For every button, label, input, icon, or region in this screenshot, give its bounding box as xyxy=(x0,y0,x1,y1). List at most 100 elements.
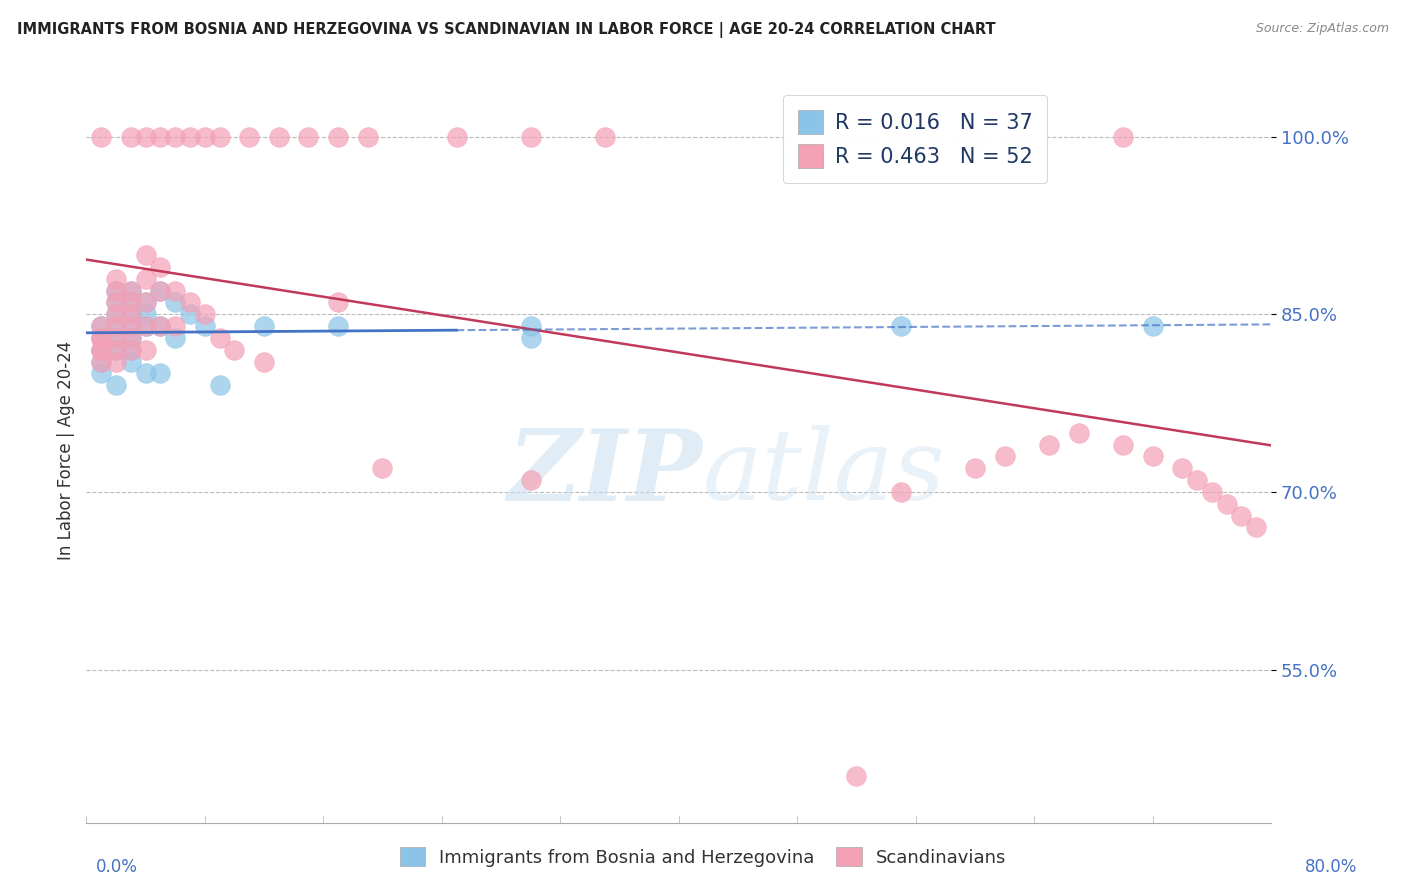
Point xyxy=(1246,520,1268,534)
Point xyxy=(135,295,157,310)
Point xyxy=(90,343,112,357)
Point xyxy=(120,331,142,345)
Text: IMMIGRANTS FROM BOSNIA AND HERZEGOVINA VS SCANDINAVIAN IN LABOR FORCE | AGE 20-2: IMMIGRANTS FROM BOSNIA AND HERZEGOVINA V… xyxy=(17,22,995,38)
Point xyxy=(1038,437,1060,451)
Point xyxy=(149,367,172,381)
Point xyxy=(149,129,172,144)
Point xyxy=(120,295,142,310)
Point xyxy=(963,461,986,475)
Point xyxy=(135,295,157,310)
Point xyxy=(238,129,260,144)
Point xyxy=(890,484,912,499)
Point xyxy=(135,248,157,262)
Point xyxy=(1215,497,1237,511)
Point xyxy=(194,307,217,321)
Point xyxy=(208,129,231,144)
Point xyxy=(120,343,142,357)
Point xyxy=(446,129,468,144)
Point xyxy=(165,129,187,144)
Point xyxy=(519,331,541,345)
Point xyxy=(120,331,142,345)
Point xyxy=(253,319,276,334)
Text: ZIP: ZIP xyxy=(508,425,703,521)
Point xyxy=(135,319,157,334)
Point xyxy=(135,319,157,334)
Point xyxy=(104,331,127,345)
Point xyxy=(90,354,112,368)
Point xyxy=(165,284,187,298)
Point xyxy=(104,272,127,286)
Point xyxy=(194,129,217,144)
Point xyxy=(120,354,142,368)
Point xyxy=(253,354,276,368)
Point xyxy=(135,272,157,286)
Point xyxy=(104,319,127,334)
Legend: R = 0.016   N = 37, R = 0.463   N = 52: R = 0.016 N = 37, R = 0.463 N = 52 xyxy=(783,95,1047,183)
Point xyxy=(1112,437,1135,451)
Point xyxy=(165,295,187,310)
Text: 0.0%: 0.0% xyxy=(96,858,138,876)
Point xyxy=(1142,319,1164,334)
Point xyxy=(326,295,349,310)
Point xyxy=(104,284,127,298)
Point xyxy=(297,129,319,144)
Point xyxy=(120,319,142,334)
Point xyxy=(104,307,127,321)
Point xyxy=(90,319,112,334)
Point xyxy=(90,331,112,345)
Point xyxy=(1112,129,1135,144)
Point xyxy=(519,129,541,144)
Point xyxy=(267,129,290,144)
Point xyxy=(104,295,127,310)
Point xyxy=(135,367,157,381)
Point xyxy=(1171,461,1194,475)
Point xyxy=(593,129,616,144)
Point xyxy=(149,284,172,298)
Point xyxy=(149,319,172,334)
Point xyxy=(149,284,172,298)
Point xyxy=(90,343,112,357)
Point xyxy=(120,307,142,321)
Point xyxy=(815,129,838,144)
Point xyxy=(90,343,112,357)
Point xyxy=(104,284,127,298)
Point xyxy=(135,343,157,357)
Point xyxy=(1201,484,1223,499)
Point xyxy=(208,331,231,345)
Point xyxy=(90,129,112,144)
Point xyxy=(104,295,127,310)
Point xyxy=(1185,473,1208,487)
Point xyxy=(120,319,142,334)
Point xyxy=(104,319,127,334)
Point xyxy=(1142,450,1164,464)
Point xyxy=(194,319,217,334)
Point xyxy=(104,307,127,321)
Point xyxy=(104,354,127,368)
Point xyxy=(371,461,394,475)
Point xyxy=(224,343,246,357)
Point xyxy=(208,378,231,392)
Legend: Immigrants from Bosnia and Herzegovina, Scandinavians: Immigrants from Bosnia and Herzegovina, … xyxy=(392,840,1014,874)
Point xyxy=(963,129,986,144)
Point xyxy=(120,129,142,144)
Point xyxy=(120,307,142,321)
Point xyxy=(120,284,142,298)
Y-axis label: In Labor Force | Age 20-24: In Labor Force | Age 20-24 xyxy=(58,341,75,560)
Point xyxy=(179,307,201,321)
Point xyxy=(149,319,172,334)
Point xyxy=(890,319,912,334)
Point xyxy=(519,473,541,487)
Text: 80.0%: 80.0% xyxy=(1305,858,1357,876)
Point xyxy=(120,284,142,298)
Point xyxy=(120,343,142,357)
Point xyxy=(104,343,127,357)
Point xyxy=(1067,425,1090,440)
Text: Source: ZipAtlas.com: Source: ZipAtlas.com xyxy=(1256,22,1389,36)
Point xyxy=(90,354,112,368)
Point xyxy=(326,319,349,334)
Point xyxy=(104,331,127,345)
Point xyxy=(149,260,172,274)
Point xyxy=(104,343,127,357)
Point xyxy=(845,769,868,783)
Point xyxy=(90,319,112,334)
